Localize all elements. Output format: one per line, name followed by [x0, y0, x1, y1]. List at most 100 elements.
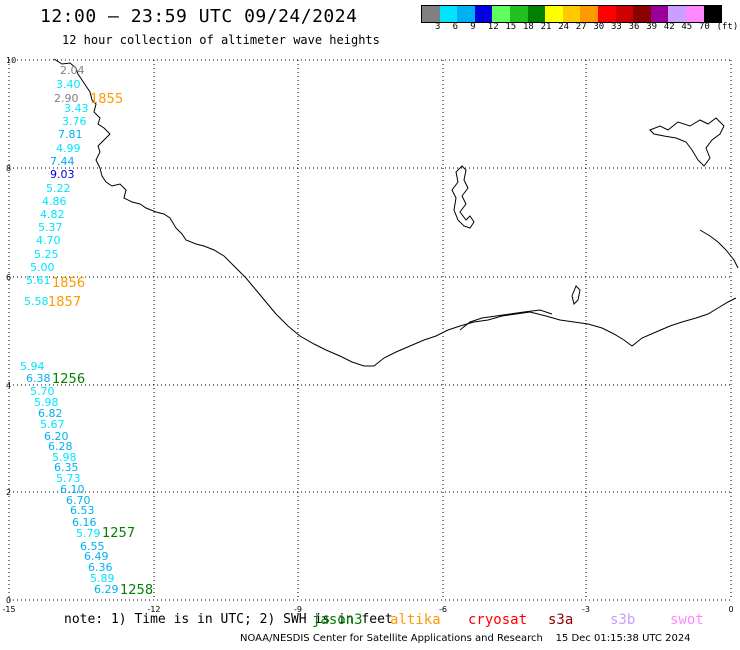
wave-height-label: 7.81	[58, 128, 83, 141]
wave-height-label: 2.04	[60, 64, 85, 77]
wave-height-label: 6.35	[54, 461, 79, 474]
pass-time-label: 1258	[120, 583, 153, 598]
y-tick-label: 10	[6, 56, 16, 65]
legend-label: 12	[487, 22, 499, 32]
wave-height-label: 6.82	[38, 407, 63, 420]
pass-time-label: 1256	[52, 372, 85, 387]
x-tick-label: 0	[728, 605, 733, 614]
wave-height-label: 6.29	[94, 583, 119, 596]
wave-height-label: 6.20	[44, 430, 69, 443]
wave-height-label: 7.44	[50, 155, 75, 168]
wave-height-label: 5.22	[46, 182, 71, 195]
satellite-label-cryosat: cryosat	[468, 612, 528, 628]
island-east	[649, 117, 725, 167]
x-tick-label: -3	[582, 605, 590, 614]
legend-swatch	[527, 6, 546, 22]
legend-swatch	[703, 6, 722, 22]
x-tick-label: -9	[294, 605, 302, 614]
satellite-label-jason3: jason3	[312, 612, 363, 628]
wave-height-label: 6.16	[72, 516, 97, 529]
legend-label: 45	[681, 22, 693, 32]
wave-height-label: 5.58	[24, 295, 49, 308]
legend-label: 27	[575, 22, 587, 32]
wave-height-label: 6.70	[66, 494, 91, 507]
legend-label: 39	[646, 22, 658, 32]
wave-height-label: 4.86	[42, 195, 67, 208]
wave-height-label: 2.90	[54, 92, 79, 105]
wave-height-label: 6.53	[70, 504, 95, 517]
legend-swatch	[668, 6, 686, 22]
wave-height-label: 6.38	[26, 372, 51, 385]
legend-swatch	[685, 6, 704, 22]
coastline-east	[699, 229, 739, 269]
wave-height-label: 6.55	[80, 540, 105, 553]
satellite-label-swot: swot	[670, 612, 704, 628]
wave-height-label: 5.73	[56, 472, 81, 485]
legend-swatch	[597, 6, 616, 22]
y-tick-label: 8	[6, 164, 11, 173]
wave-height-label: 3.40	[56, 78, 81, 91]
wave-height-label: 6.49	[84, 550, 109, 563]
x-tick-label: -12	[147, 605, 160, 614]
satellite-label-altika: altika	[390, 612, 441, 628]
wave-height-label: 5.25	[34, 248, 59, 261]
wave-height-label: 4.70	[36, 234, 61, 247]
wave-height-label: 5.70	[30, 385, 55, 398]
wave-height-label: 6.10	[60, 483, 85, 496]
pass-time-label: 1857	[48, 295, 81, 310]
color-scale-labels: 3 6 9 12 15 18 21 24 27 30 33 36 39 42 45 70 (ft)	[421, 22, 740, 34]
wave-height-label: 5.67	[40, 418, 65, 431]
credit-footer: NOAA/NESDIS Center for Satellite Applica…	[240, 633, 691, 644]
legend-label: 9	[470, 22, 476, 32]
wave-height-label: 5.98	[52, 451, 77, 464]
legend-swatch	[457, 6, 475, 22]
coastline	[53, 58, 739, 367]
wave-height-label: 4.82	[40, 208, 65, 221]
legend-label: 42	[663, 22, 675, 32]
pass-time-label: 1856	[52, 276, 85, 291]
wave-height-label: 9.03	[50, 168, 75, 181]
wave-height-label: 5.98	[34, 396, 59, 409]
pass-time-label: 1855	[90, 92, 123, 107]
legend-label: 36	[628, 22, 640, 32]
satellite-label-s3b: s3b	[610, 612, 636, 628]
observations-layer: 2.043.402.903.433.767.814.997.449.035.22…	[20, 64, 119, 596]
wave-height-label: 4.99	[56, 142, 81, 155]
wave-height-label: 6.28	[48, 440, 73, 453]
legend-label: 18	[523, 22, 534, 32]
legend-swatch	[439, 6, 458, 22]
legend-swatch	[633, 6, 651, 22]
map-title: 12:00 – 23:59 UTC 09/24/2024	[40, 6, 358, 27]
wave-height-label: 5.00	[30, 261, 55, 274]
wave-height-label: 5.94	[20, 360, 45, 373]
y-tick-label: 6	[6, 273, 11, 282]
wave-height-label: 6.36	[88, 561, 113, 574]
pass-times-layer: 1855 1856 1857 1256 1257 1258	[48, 92, 153, 598]
island-north	[451, 165, 475, 229]
axis-labels: -15 -12 -9 -6 -3 0 0 2 4 6 8 10	[2, 56, 733, 614]
satellite-label-s3a: s3a	[548, 612, 574, 628]
legend-swatch	[509, 6, 528, 22]
wave-height-label: 3.76	[62, 115, 87, 128]
y-tick-label: 2	[6, 488, 11, 497]
map-grid	[8, 59, 732, 601]
wave-height-label: 5.89	[90, 572, 115, 585]
legend-label: 15	[505, 22, 517, 32]
wave-height-label: 5.79	[76, 527, 101, 540]
legend-swatch	[545, 6, 563, 22]
wave-height-label: 3.43	[64, 102, 89, 115]
legend-swatch	[615, 6, 634, 22]
coastline-main	[53, 58, 737, 367]
color-scale-legend	[421, 5, 723, 23]
legend-swatch	[580, 6, 598, 22]
wave-height-label: 5.61	[26, 274, 51, 287]
y-tick-label: 4	[6, 381, 11, 390]
legend-swatch	[492, 6, 510, 22]
legend-label: 3	[435, 22, 441, 32]
legend-swatch	[562, 6, 581, 22]
legend-label: 24	[558, 22, 570, 32]
legend-label: (ft)	[716, 22, 739, 32]
coastline-bay	[459, 309, 553, 331]
legend-label: 70	[699, 22, 710, 32]
